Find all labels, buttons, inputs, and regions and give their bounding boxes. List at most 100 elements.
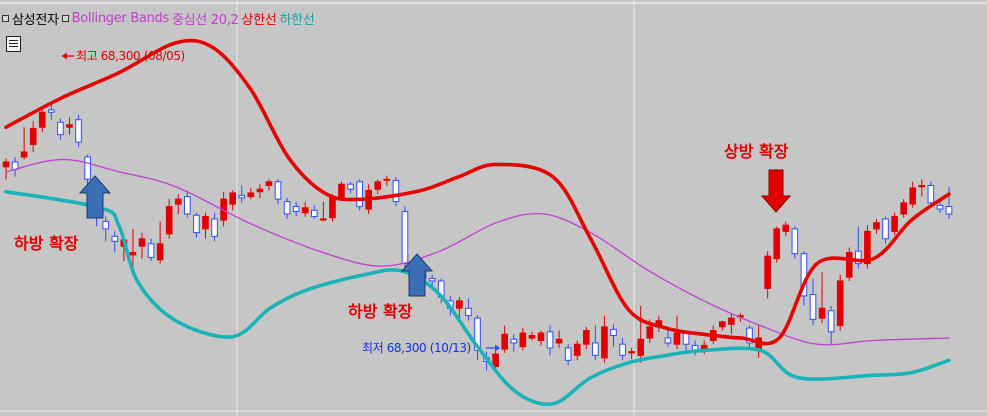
candle-body	[891, 215, 898, 232]
candle-body	[773, 228, 781, 260]
candle-body	[809, 294, 817, 320]
candle-body	[492, 353, 499, 368]
pointer-left-icon	[62, 52, 74, 60]
candle-body	[728, 317, 735, 325]
candle-body	[301, 207, 309, 214]
candle-body	[619, 343, 626, 356]
candle-body	[292, 206, 300, 213]
candle-body	[57, 121, 64, 136]
candle-body	[283, 201, 291, 215]
candle-body	[827, 310, 835, 333]
up-arrow-icon	[400, 253, 434, 297]
candle-body	[873, 222, 880, 230]
candle-body	[202, 215, 209, 230]
candle-body	[845, 251, 853, 278]
candle-body	[156, 243, 164, 261]
candle-body	[664, 337, 672, 344]
candle-body	[900, 202, 907, 215]
candle-body	[383, 178, 391, 181]
candle-body	[855, 250, 862, 265]
candle-body	[48, 109, 55, 113]
candle-body	[229, 192, 236, 205]
candle-body	[719, 321, 726, 328]
candle-body	[501, 333, 509, 350]
annotation-upward-expansion: 상방 확장	[724, 142, 789, 161]
candle-body	[546, 331, 554, 349]
candle-body	[193, 214, 200, 234]
candle-body	[474, 317, 481, 351]
legend-stock-name: 삼성전자	[12, 13, 59, 28]
candle-body	[102, 220, 110, 230]
legend-indicator-name: Bollinger Bands	[71, 11, 170, 26]
candle-body	[456, 300, 463, 309]
candle-body	[465, 307, 472, 317]
annotation-high-price: 최고 68,300 (08/05)	[76, 49, 185, 63]
candle-body	[111, 235, 119, 242]
candle-body	[338, 183, 345, 199]
middle-band-line	[5, 158, 950, 346]
candle-body	[329, 196, 336, 219]
legend-middle-band: 중심선 20,2	[171, 13, 239, 28]
candle-body	[138, 238, 146, 247]
candle-body	[129, 251, 137, 256]
candle-body	[682, 332, 690, 345]
candle-body	[592, 342, 599, 356]
candle-body	[818, 307, 826, 319]
candle-body	[646, 326, 654, 339]
candle-body	[310, 209, 318, 217]
candle-body	[392, 180, 400, 203]
lower-band-line	[4, 189, 951, 407]
annotation-downward-expansion-2: 하방 확장	[348, 302, 413, 321]
candle-body	[936, 204, 944, 210]
legend-lower-band: 하한선	[279, 13, 315, 28]
candle-body	[564, 347, 572, 361]
candle-body	[782, 224, 790, 232]
candle-body	[211, 218, 218, 237]
legend-square-icon	[61, 15, 69, 22]
candle-body	[537, 332, 545, 341]
chart-legend: 삼성전자 Bollinger Bands 중심선 20,2 상한선 하한선	[2, 9, 315, 28]
candle-body	[274, 181, 282, 200]
candle-body	[510, 338, 518, 344]
candle-body	[75, 119, 82, 143]
candle-body	[582, 330, 590, 345]
candle-body	[356, 181, 363, 208]
candle-body	[184, 196, 191, 215]
candle-body	[84, 156, 91, 180]
candle-body	[66, 124, 73, 128]
candle-body	[2, 161, 10, 168]
pointer-right-icon	[486, 344, 500, 352]
candle-body	[256, 188, 264, 193]
candle-body	[147, 243, 155, 258]
calculator-icon[interactable]	[6, 36, 21, 52]
band-layer	[4, 38, 951, 407]
candle-body	[347, 183, 354, 190]
candle-body	[628, 351, 635, 354]
legend-square-icon	[2, 15, 9, 22]
candle-body	[29, 127, 37, 146]
down-arrow-icon	[760, 169, 792, 213]
candle-body	[945, 206, 953, 215]
annotation-low-price: 최저 68,300 (10/13)	[362, 341, 471, 355]
candle-body	[174, 198, 182, 205]
candle-body	[673, 332, 681, 345]
candle-body	[746, 327, 753, 344]
candle-body	[791, 228, 799, 255]
candle-body	[764, 255, 771, 289]
candle-body	[573, 343, 581, 356]
annotation-downward-expansion-1: 하방 확장	[14, 234, 79, 253]
candle-body	[519, 332, 527, 348]
candle-body	[401, 211, 409, 265]
candle-body	[238, 194, 246, 199]
candle-body	[528, 335, 536, 339]
candle-body	[555, 338, 563, 344]
candle-body	[918, 184, 926, 188]
up-arrow-icon	[78, 175, 112, 219]
candle-body	[265, 181, 273, 186]
candle-body	[20, 151, 28, 158]
candle-body	[247, 192, 255, 198]
candle-body	[882, 218, 889, 240]
arrow-layer	[62, 52, 792, 352]
